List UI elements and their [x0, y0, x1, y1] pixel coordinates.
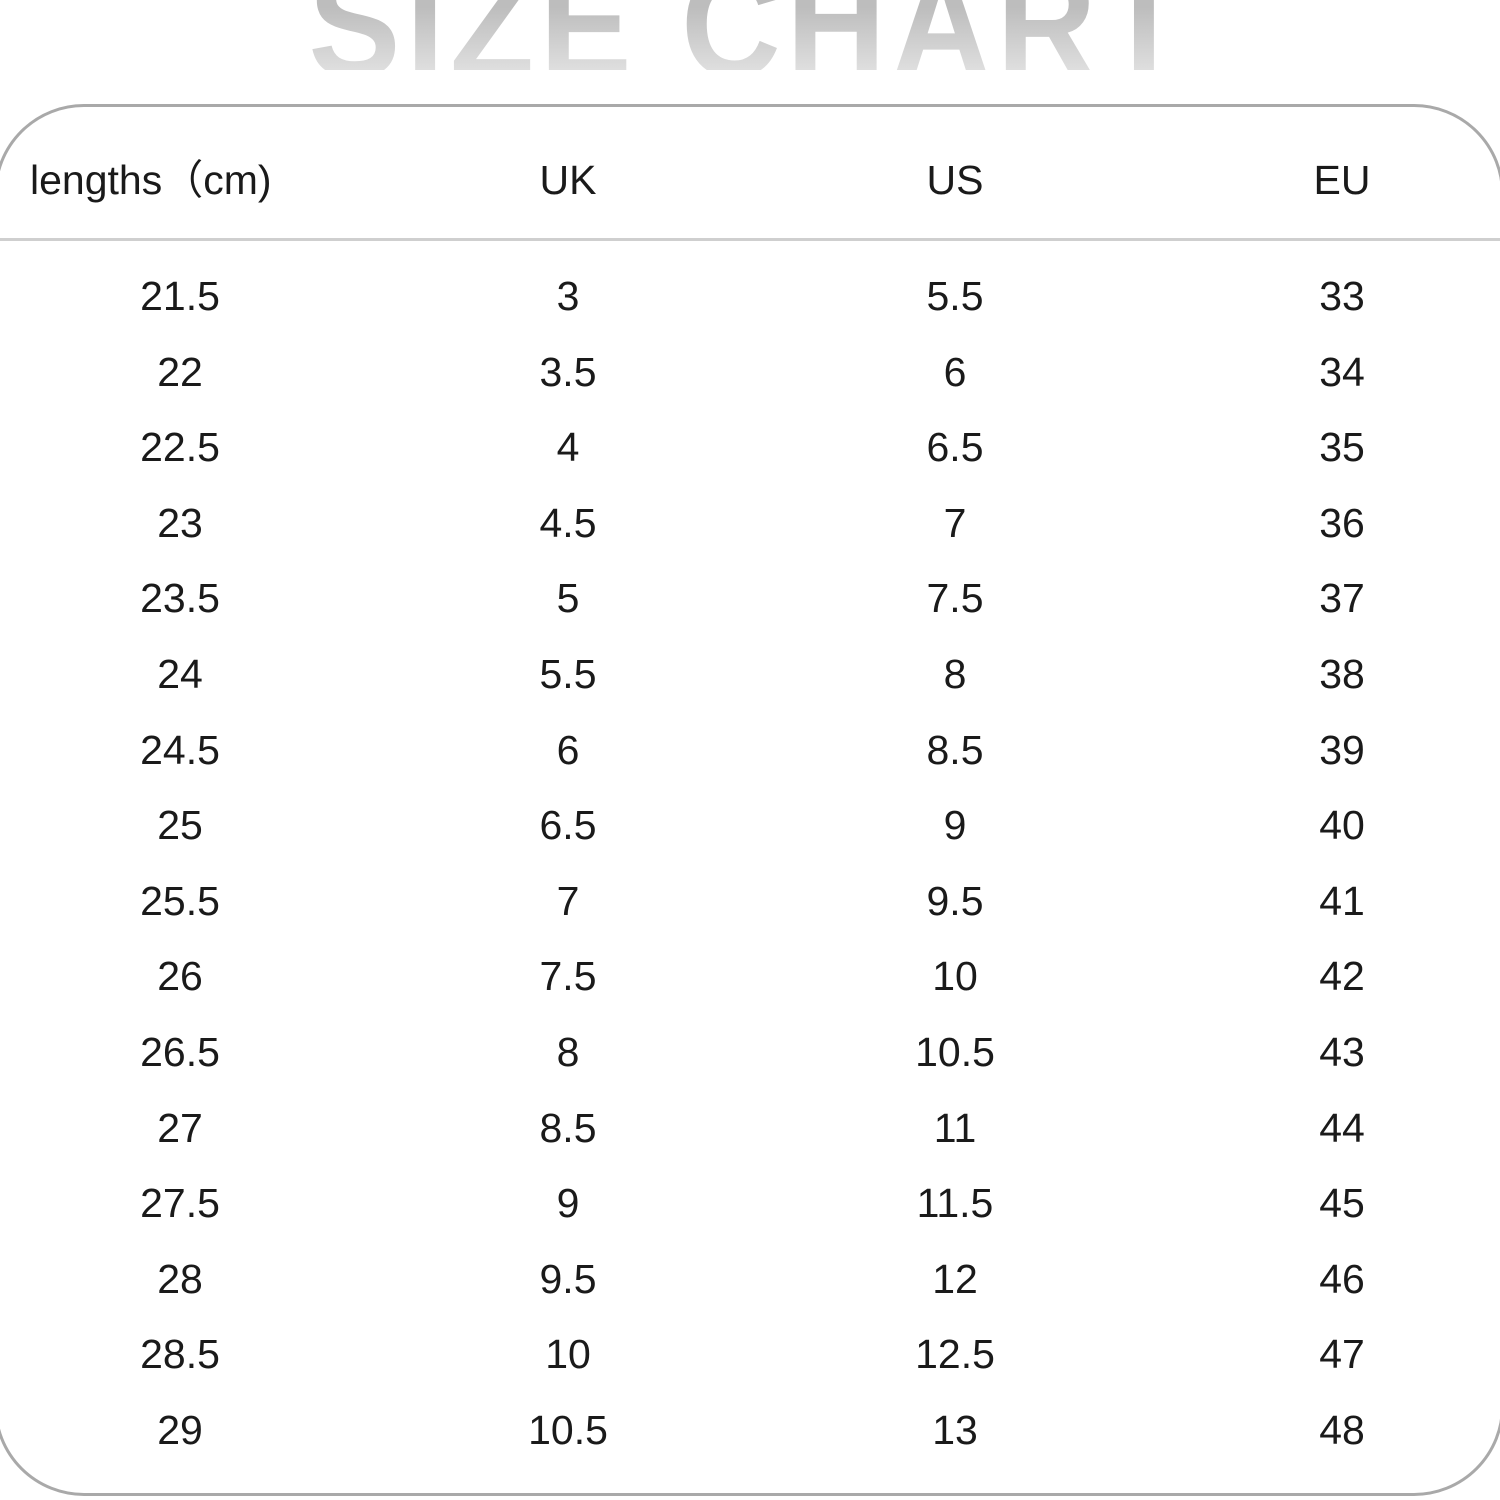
- uk-cell: 7: [556, 877, 580, 924]
- eu-cell: 42: [1319, 953, 1365, 1000]
- length-cell: 22.5: [140, 424, 220, 471]
- us-cell: 6.5: [926, 424, 984, 471]
- us-cell: 7: [943, 499, 967, 546]
- eu-cell: 39: [1319, 726, 1365, 773]
- length-cell: 27: [157, 1104, 203, 1151]
- eu-cell: 45: [1319, 1180, 1365, 1227]
- length-cell: 23.5: [140, 575, 220, 622]
- uk-cell: 5: [556, 575, 580, 622]
- title-banner: SIZE CHART: [0, 0, 1500, 70]
- length-cell: 27.5: [140, 1180, 220, 1227]
- eu-cell: 44: [1319, 1104, 1365, 1151]
- uk-cell: 6.5: [539, 802, 597, 849]
- header-us: US: [926, 157, 984, 203]
- length-cell: 26: [157, 953, 203, 1000]
- uk-cell: 7.5: [539, 953, 597, 1000]
- eu-cell: 43: [1319, 1029, 1365, 1075]
- eu-cell: 37: [1319, 575, 1365, 622]
- header-lengths: lengths（cm): [30, 157, 272, 203]
- eu-cell: 35: [1319, 424, 1365, 471]
- uk-cell: 6: [556, 726, 580, 773]
- length-cell: 29: [157, 1407, 203, 1453]
- us-cell: 9: [943, 802, 967, 849]
- us-cell: 6: [943, 348, 967, 395]
- uk-cell: 8.5: [539, 1104, 597, 1151]
- length-cell: 26.5: [140, 1029, 220, 1075]
- us-cell: 9.5: [926, 877, 984, 924]
- length-cell: 25.5: [140, 877, 220, 924]
- uk-cell: 10.5: [528, 1407, 608, 1453]
- uk-cell: 8: [556, 1029, 580, 1075]
- us-cell: 8: [943, 651, 967, 697]
- us-cell: 8.5: [926, 726, 984, 773]
- length-cell: 28.5: [140, 1331, 220, 1378]
- uk-cell: 4.5: [539, 499, 597, 546]
- us-cell: 5.5: [926, 273, 984, 319]
- length-cell: 24.5: [140, 726, 220, 773]
- length-cell: 22: [157, 348, 203, 395]
- length-cell: 23: [157, 499, 203, 546]
- us-cell: 13: [932, 1407, 978, 1453]
- length-cell: 28: [157, 1255, 203, 1302]
- header-divider: [0, 238, 1500, 241]
- length-cell: 25: [157, 802, 203, 849]
- uk-cell: 10: [545, 1331, 591, 1378]
- eu-cell: 36: [1319, 499, 1365, 546]
- us-cell: 11: [933, 1104, 977, 1151]
- uk-cell: 4: [556, 424, 580, 471]
- uk-cell: 9.5: [539, 1255, 597, 1302]
- eu-cell: 40: [1319, 802, 1365, 849]
- page-title: SIZE CHART: [60, 0, 1440, 70]
- uk-cell: 3: [556, 273, 580, 319]
- uk-cell: 5.5: [539, 651, 597, 697]
- eu-cell: 46: [1319, 1255, 1365, 1302]
- us-cell: 11.5: [916, 1180, 994, 1227]
- us-cell: 10: [932, 953, 978, 1000]
- us-cell: 10.5: [915, 1029, 995, 1075]
- uk-cell: 3.5: [539, 348, 597, 395]
- length-cell: 21.5: [140, 273, 220, 319]
- eu-cell: 34: [1319, 348, 1365, 395]
- size-table-frame: [0, 104, 1500, 1496]
- eu-cell: 38: [1319, 651, 1365, 697]
- header-uk: UK: [539, 157, 597, 203]
- us-cell: 7.5: [926, 575, 984, 622]
- eu-cell: 33: [1319, 273, 1365, 319]
- eu-cell: 47: [1319, 1331, 1365, 1378]
- us-cell: 12.5: [915, 1331, 995, 1378]
- eu-cell: 48: [1319, 1407, 1365, 1453]
- length-cell: 24: [157, 651, 203, 697]
- header-eu: EU: [1313, 157, 1371, 203]
- uk-cell: 9: [556, 1180, 580, 1227]
- us-cell: 12: [932, 1255, 978, 1302]
- eu-cell: 41: [1319, 877, 1365, 924]
